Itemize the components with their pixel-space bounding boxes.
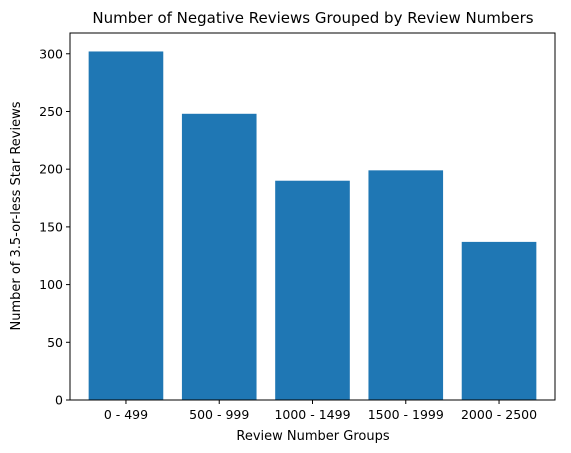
y-tick-label: 100 bbox=[39, 277, 63, 292]
bar bbox=[88, 51, 164, 400]
x-tick-label: 0 - 499 bbox=[104, 407, 148, 422]
x-tick-label: 1500 - 1999 bbox=[368, 407, 444, 422]
bar bbox=[368, 170, 444, 400]
x-axis-ticks: 0 - 499 500 - 999 1000 - 1499 1500 - 1999 20… bbox=[104, 400, 537, 422]
y-axis-ticks: 0 50 100 150 200 250 300 bbox=[39, 46, 70, 408]
y-tick-label: 0 bbox=[55, 393, 63, 408]
plot-frame bbox=[69, 32, 556, 401]
y-tick-label: 200 bbox=[39, 162, 63, 177]
y-tick-label: 150 bbox=[39, 219, 63, 234]
bar bbox=[461, 241, 537, 400]
x-tick-label: 1000 - 1499 bbox=[274, 407, 350, 422]
bar bbox=[181, 113, 257, 400]
y-tick-label: 300 bbox=[39, 46, 63, 61]
bar bbox=[275, 180, 350, 400]
bars-group bbox=[88, 51, 537, 400]
x-axis-label: Review Number Groups bbox=[236, 429, 389, 444]
x-tick-label: 500 - 999 bbox=[189, 407, 249, 422]
x-tick-label: 2000 - 2500 bbox=[461, 407, 537, 422]
y-axis-label: Number of 3.5-or-less Star Reviews bbox=[9, 101, 24, 330]
y-tick-label: 50 bbox=[47, 335, 63, 350]
y-tick-label: 250 bbox=[39, 104, 63, 119]
chart-title: Number of Negative Reviews Grouped by Re… bbox=[92, 9, 533, 27]
